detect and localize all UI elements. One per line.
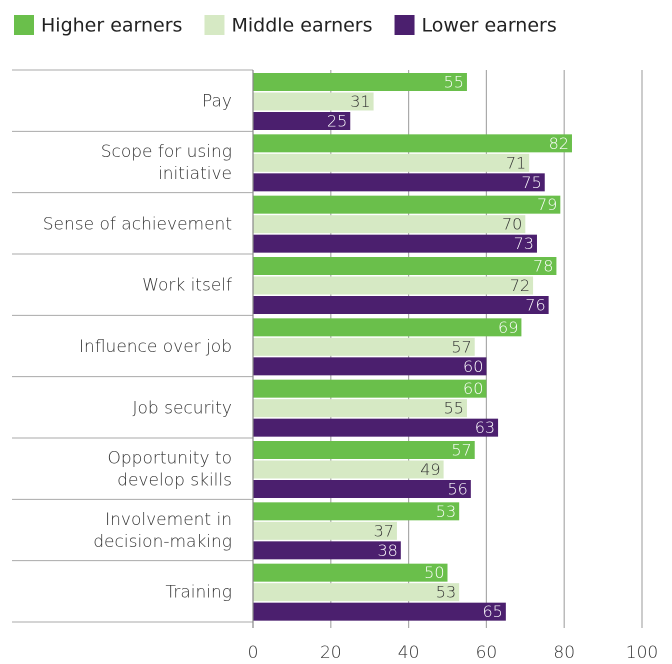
bar xyxy=(253,215,526,234)
y-tick-label: Involvement in decision-making xyxy=(93,510,232,552)
bar xyxy=(253,602,506,621)
value-label: 60 xyxy=(463,357,483,376)
y-tick-label: Opportunity to develop skills xyxy=(108,449,233,491)
value-label: 65 xyxy=(482,602,502,621)
bar xyxy=(253,399,467,418)
bar xyxy=(253,357,487,376)
value-label: 75 xyxy=(521,173,541,192)
legend-swatch xyxy=(14,15,34,35)
value-label: 60 xyxy=(463,379,483,398)
legend-swatch xyxy=(204,15,225,35)
x-tick-label: 20 xyxy=(320,643,342,663)
bar xyxy=(253,563,448,582)
bar xyxy=(253,541,401,560)
bar xyxy=(253,234,537,253)
bar xyxy=(253,276,534,295)
y-tick-label: Pay xyxy=(202,92,232,112)
value-label: 82 xyxy=(549,134,569,153)
value-label: 70 xyxy=(502,215,522,234)
value-label: 53 xyxy=(436,583,456,602)
y-tick-label: Job security xyxy=(133,398,233,418)
y-tick-label: Training xyxy=(166,582,233,602)
value-label: 56 xyxy=(447,480,467,499)
value-label: 55 xyxy=(444,73,464,92)
legend-swatch xyxy=(394,15,415,35)
value-label: 55 xyxy=(444,399,464,418)
bar xyxy=(253,379,487,398)
value-label: 31 xyxy=(350,92,370,111)
value-label: 49 xyxy=(420,460,440,479)
legend-label: Lower earners xyxy=(422,15,557,37)
bar xyxy=(253,134,572,153)
bar xyxy=(253,337,475,356)
value-label: 69 xyxy=(498,318,518,337)
bar xyxy=(253,195,561,214)
bar xyxy=(253,418,499,437)
bar xyxy=(253,173,545,192)
value-label: 63 xyxy=(475,418,495,437)
value-label: 57 xyxy=(451,337,471,356)
value-label: 76 xyxy=(525,296,545,315)
bar xyxy=(253,318,522,337)
x-tick-label: 100 xyxy=(626,643,658,663)
value-label: 71 xyxy=(506,153,526,172)
bar xyxy=(253,460,444,479)
value-label: 73 xyxy=(514,234,534,253)
value-label: 78 xyxy=(533,257,553,276)
value-label: 25 xyxy=(327,112,347,131)
bar xyxy=(253,296,549,314)
bar xyxy=(253,73,467,91)
bar xyxy=(253,480,471,498)
x-tick-label: 80 xyxy=(553,643,575,663)
value-label: 79 xyxy=(537,195,557,214)
x-tick-label: 40 xyxy=(398,643,420,663)
y-tick-label: Sense of achievement xyxy=(43,214,232,234)
bar xyxy=(253,92,374,111)
bar xyxy=(253,112,351,130)
value-label: 72 xyxy=(510,276,530,295)
bar xyxy=(253,153,530,172)
x-tick-label: 0 xyxy=(248,643,259,663)
value-label: 38 xyxy=(377,541,397,560)
bar xyxy=(253,521,397,540)
legend-label: Middle earners xyxy=(231,15,372,37)
y-tick-label: Work itself xyxy=(142,276,232,296)
value-label: 37 xyxy=(374,521,394,540)
bar xyxy=(253,502,460,521)
bar xyxy=(253,257,557,275)
bar xyxy=(253,441,475,459)
bar xyxy=(253,583,460,602)
value-label: 53 xyxy=(436,502,456,521)
x-tick-label: 60 xyxy=(476,643,498,663)
legend-label: Higher earners xyxy=(41,15,182,37)
y-tick-label: Scope for using initiative xyxy=(101,142,232,184)
value-label: 50 xyxy=(424,563,444,582)
value-label: 57 xyxy=(451,441,471,460)
y-tick-label: Influence over job xyxy=(79,337,232,357)
